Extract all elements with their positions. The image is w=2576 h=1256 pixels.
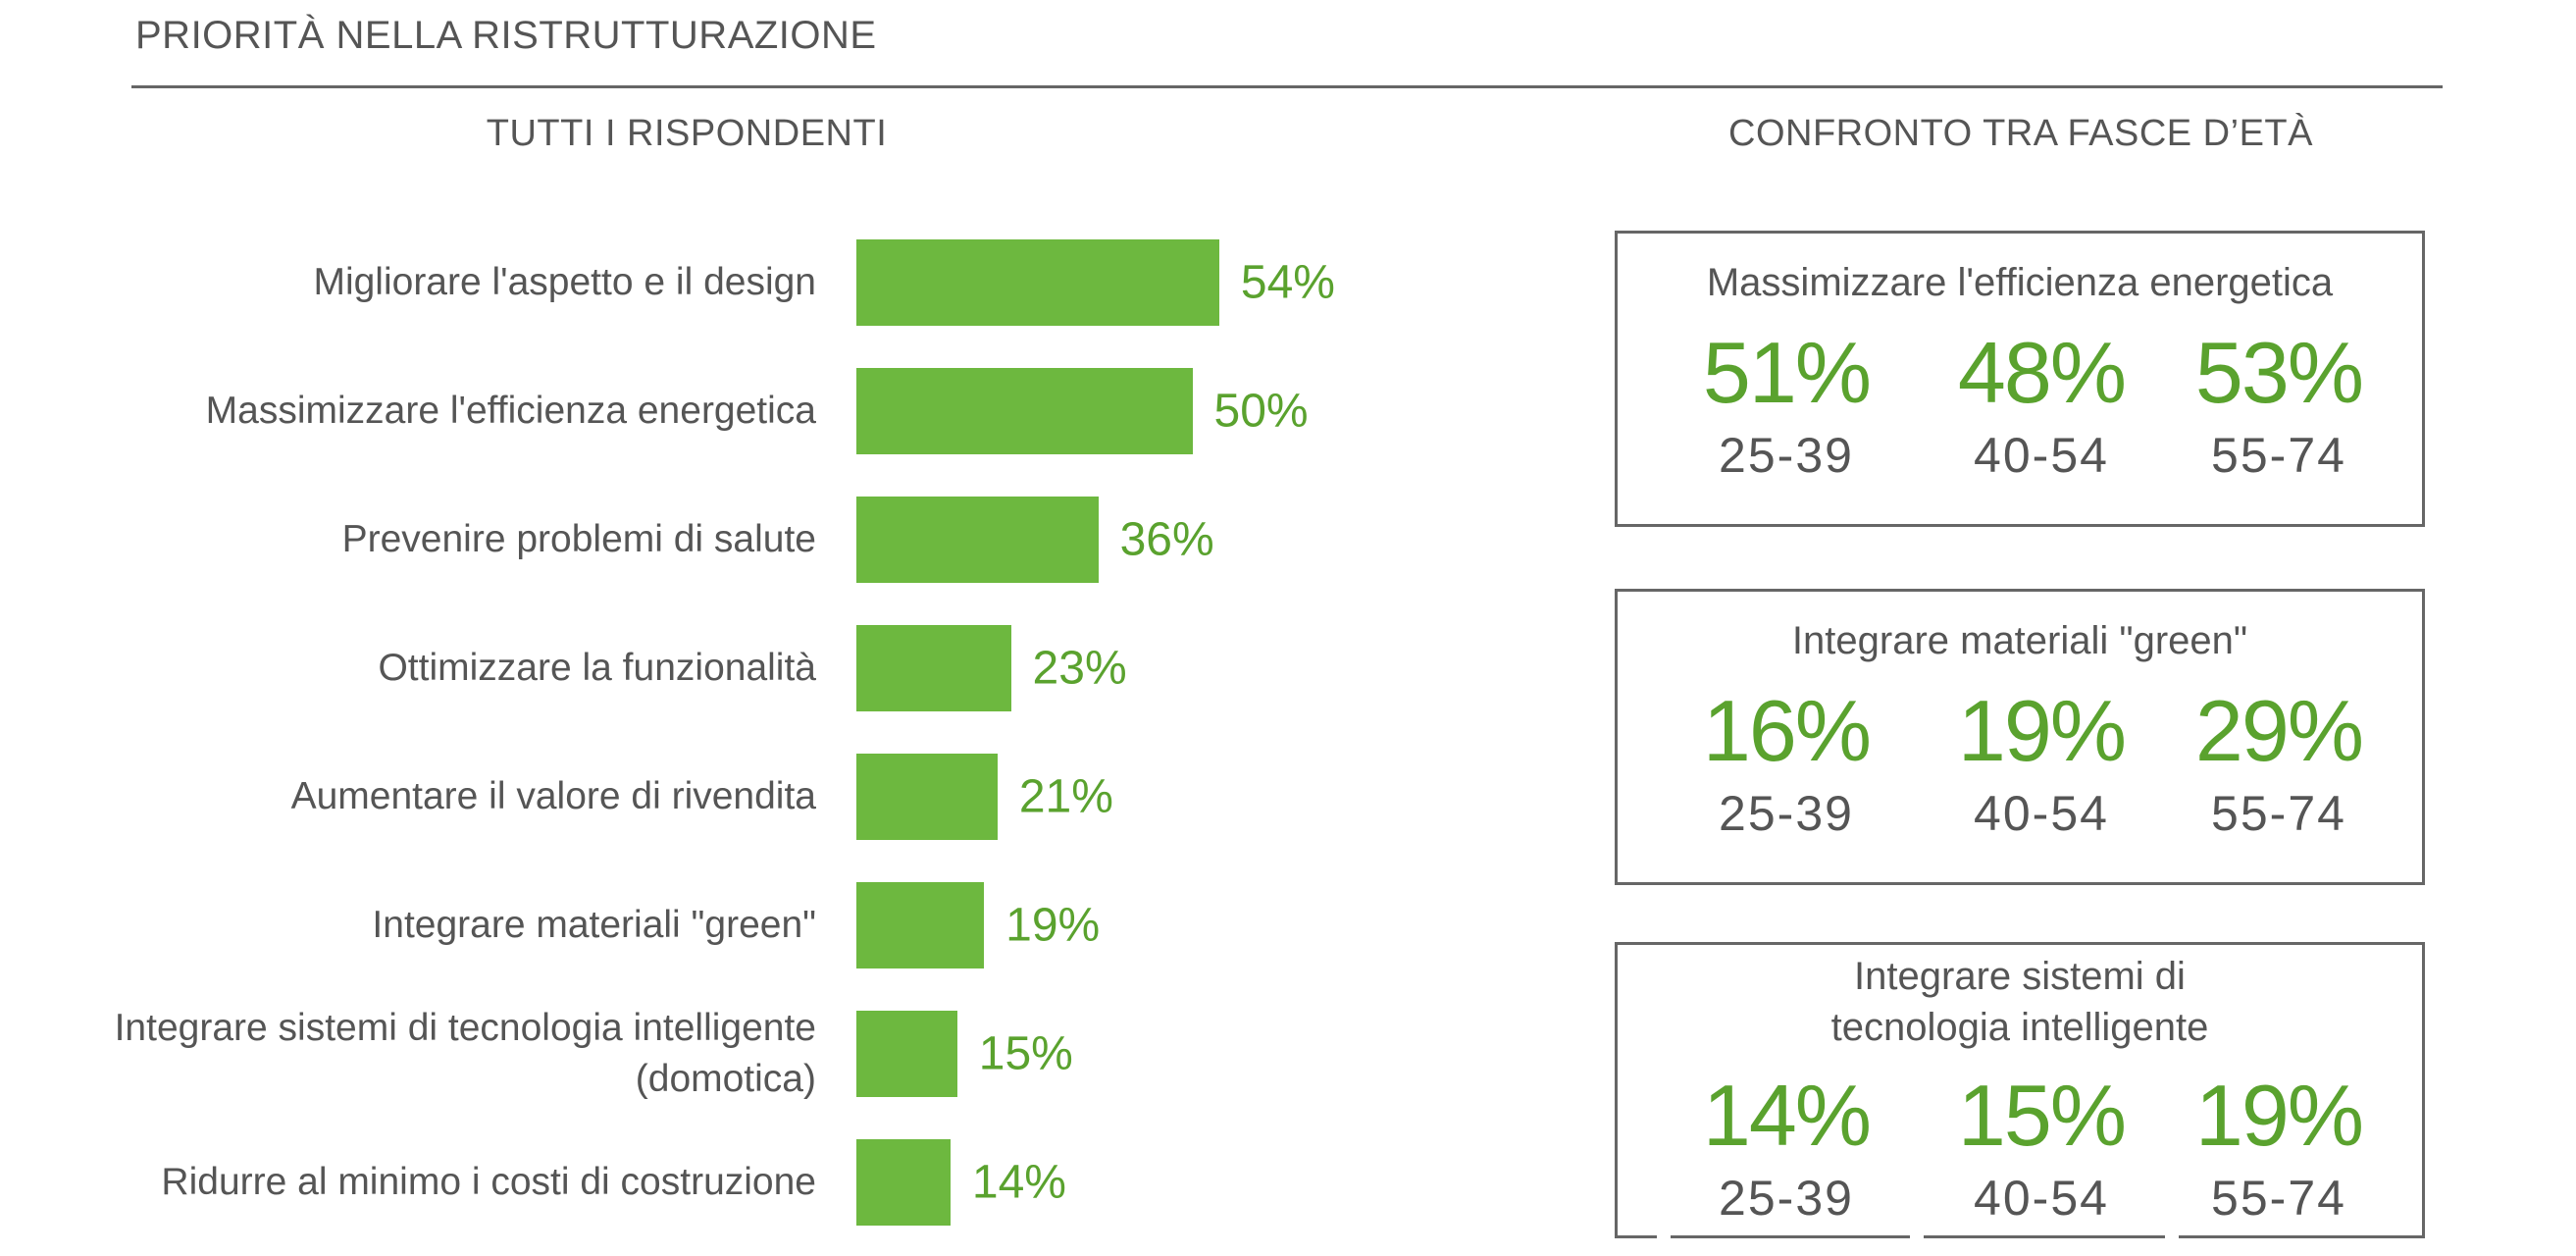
age-group-label: 40-54 [1974,1171,2109,1226]
comparison-box-title: Integrare materiali "green" [1791,619,2248,662]
bar [856,1139,951,1226]
bar-value-label: 36% [1119,513,1214,566]
bar [856,882,985,968]
bar-chart: Migliorare l'aspetto e il design 54% Massi… [0,239,1373,1226]
age-group-stat: 16% 25-39 [1659,684,1914,843]
age-group-stat: 48% 40-54 [1914,326,2169,485]
age-group-percentage: 29% [2194,682,2364,779]
age-group-label: 25-39 [1719,786,1854,841]
age-group-percentage: 53% [2194,324,2364,421]
bar-category-label: Aumentare il valore di rivendita [290,775,816,817]
age-group-percentage: 19% [2194,1067,2364,1164]
bar [856,625,1011,711]
bar-category-label: Massimizzare l'efficienza energetica [205,390,816,432]
bar-row: Integrare sistemi di tecnologia intellig… [0,1007,1373,1100]
title-divider [131,85,2443,88]
age-group-stat: 29% 55-74 [2151,684,2406,843]
box-border-gap [2165,1235,2179,1238]
age-group-stat: 19% 55-74 [2151,1069,2406,1228]
bar [856,1011,957,1097]
bar-value-label: 50% [1213,385,1309,438]
comparison-box-title: Integrare sistemi di tecnologia intellig… [1830,955,2209,1049]
age-group-label: 55-74 [2211,786,2346,841]
age-group-label: 40-54 [1974,786,2109,841]
bar-category-label: Integrare materiali "green" [372,904,816,946]
section-title-all-respondents: TUTTI I RISPONDENTI [486,113,888,154]
age-group-stat: 51% 25-39 [1659,326,1914,485]
comparison-box-title: Massimizzare l'efficienza energetica [1706,261,2334,304]
bar-row: Integrare materiali "green" 19% [0,882,1373,968]
bar-category-label: Prevenire problemi di salute [341,518,816,560]
bar-row: Aumentare il valore di rivendita 21% [0,754,1373,840]
bar-value-label: 54% [1240,256,1335,309]
bar-category-label: Ridurre al minimo i costi di costruzione [161,1161,816,1203]
age-group-label: 40-54 [1974,428,2109,483]
box-border-gap [1910,1235,1924,1238]
age-group-percentage: 48% [1957,324,2127,421]
age-group-label: 25-39 [1719,428,1854,483]
bar-category-label: Integrare sistemi di tecnologia intellig… [114,1007,816,1100]
bar [856,754,998,840]
bar-value-label: 23% [1032,642,1127,695]
age-group-percentage: 16% [1702,682,1872,779]
comparison-box: Massimizzare l'efficienza energetica 51% 2… [1615,231,2425,527]
age-group-label: 25-39 [1719,1171,1854,1226]
section-title-age-comparison: CONFRONTO TRA FASCE D’ETÀ [1728,113,2313,154]
age-group-stat: 19% 40-54 [1914,684,2169,843]
age-group-stat: 15% 40-54 [1914,1069,2169,1228]
comparison-box: Integrare sistemi di tecnologia intellig… [1615,942,2425,1238]
bar-value-label: 14% [971,1156,1066,1209]
bar-row: Massimizzare l'efficienza energetica 50% [0,368,1373,454]
bar-row: Migliorare l'aspetto e il design 54% [0,239,1373,326]
age-group-label: 55-74 [2211,428,2346,483]
bar-row: Ottimizzare la funzionalità 23% [0,625,1373,711]
age-group-stat: 14% 25-39 [1659,1069,1914,1228]
page-title: PRIORITÀ NELLA RISTRUTTURAZIONE [135,14,877,57]
age-group-percentage: 51% [1702,324,1872,421]
comparison-box: Integrare materiali "green" 16% 25-39 19% 40… [1615,589,2425,885]
age-group-percentage: 19% [1957,682,2127,779]
bar [856,368,1193,454]
box-border-gap [1657,1235,1671,1238]
age-group-percentage: 14% [1702,1067,1872,1164]
age-group-label: 55-74 [2211,1171,2346,1226]
bar-value-label: 15% [978,1027,1073,1080]
bar-category-label: Ottimizzare la funzionalità [378,647,816,689]
bar-value-label: 21% [1018,770,1113,823]
bar-row: Prevenire problemi di salute 36% [0,497,1373,583]
bar-value-label: 19% [1005,899,1101,952]
bar-category-label: Migliorare l'aspetto e il design [313,261,816,303]
age-group-percentage: 15% [1957,1067,2127,1164]
bar-row: Ridurre al minimo i costi di costruzione… [0,1139,1373,1226]
age-group-stat: 53% 55-74 [2151,326,2406,485]
bar [856,497,1099,583]
bar [856,239,1219,326]
